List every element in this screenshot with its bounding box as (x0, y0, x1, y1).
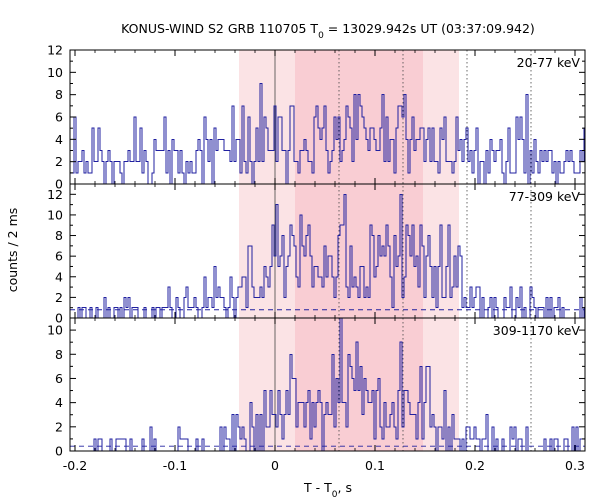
y-tick-label: 2 (55, 419, 63, 434)
y-tick-label: 2 (55, 154, 63, 169)
y-tick-label: 4 (55, 132, 63, 147)
y-tick-label: 4 (55, 395, 63, 410)
y-tick-label: 12 (47, 187, 63, 202)
series-line-1 (70, 193, 585, 319)
panel-label-1: 77-309 keV (509, 189, 581, 204)
y-tick-label: 12 (47, 43, 63, 58)
x-tick-label: 0.2 (465, 458, 485, 473)
y-tick-label: 8 (55, 228, 63, 243)
x-tick-label: -0.2 (63, 458, 87, 473)
panel-label-2: 309-1170 keV (493, 323, 581, 338)
series-line-0 (70, 83, 585, 185)
y-tick-label: 0 (55, 444, 63, 459)
y-tick-label: 8 (55, 347, 63, 362)
y-tick-label: 8 (55, 87, 63, 102)
x-tick-label: -0.1 (163, 458, 187, 473)
x-tick-label: 0.1 (365, 458, 385, 473)
y-tick-label: 4 (55, 269, 63, 284)
y-tick-label: 6 (55, 371, 63, 386)
tick-labels: 0 2 4 6 8 10 12 20-77 keV 0 2 4 6 8 10 12 77-309 keV 0 2 4… (47, 43, 585, 474)
y-tick-label: 10 (47, 207, 63, 222)
y-tick-label: 10 (47, 65, 63, 80)
vertical-marker-lines (274, 50, 532, 451)
y-tick-label: 6 (55, 249, 63, 264)
chart-title: KONUS-WIND S2 GRB 110705 T0 = 13029.942s… (121, 21, 535, 41)
y-tick-label: 0 (55, 311, 63, 326)
axes-frames (69, 49, 586, 452)
y-tick-label: 6 (55, 110, 63, 125)
y-axis-label: counts / 2 ms (5, 208, 20, 293)
y-tick-label: 0 (55, 177, 63, 192)
y-tick-label: 2 (55, 290, 63, 305)
x-axis-label: T - T0, s (303, 480, 352, 500)
x-tick-label: 0 (271, 458, 279, 473)
y-tick-label: 10 (47, 323, 63, 338)
panel-label-0: 20-77 keV (517, 55, 581, 70)
panel-frame-2 (69, 317, 586, 452)
x-tick-label: 0.3 (565, 458, 585, 473)
